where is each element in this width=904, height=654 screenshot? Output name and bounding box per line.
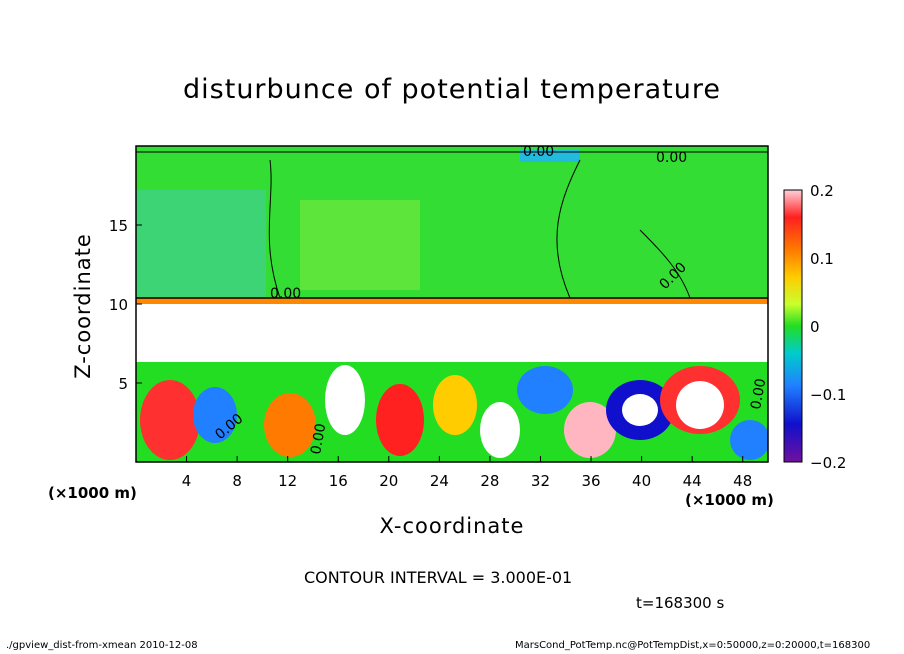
x-tick-label: 24 <box>430 472 449 490</box>
x-tick-label: 12 <box>278 472 297 490</box>
x-unit-left: (×1000 m) <box>48 484 137 502</box>
x-axis-label: X-coordinate <box>379 514 525 538</box>
chart-title: disturbunce of potential temperature <box>183 74 721 105</box>
x-tick-label: 28 <box>480 472 499 490</box>
contour-interval-note: CONTOUR INTERVAL = 3.000E-01 <box>304 568 573 587</box>
footer-left: ./gpview_dist-from-xmean 2010-12-08 <box>6 640 198 651</box>
contour-label: 0.00 <box>308 422 329 455</box>
contour-label: 0.00 <box>748 377 769 410</box>
colorbar-tick-label: 0.1 <box>810 250 834 268</box>
x-tick-label: 8 <box>232 472 242 490</box>
x-tick-label: 44 <box>683 472 702 490</box>
colorbar <box>783 189 803 463</box>
colorbar-tick-label: −0.2 <box>810 454 846 472</box>
x-tick-label: 20 <box>379 472 398 490</box>
x-unit-right: (×1000 m) <box>685 491 774 509</box>
x-tick-label: 36 <box>581 472 600 490</box>
x-tick-label: 32 <box>531 472 550 490</box>
contour-label: 0.00 <box>523 144 554 160</box>
x-tick-label: 4 <box>182 472 192 490</box>
colorbar-tick-label: 0.2 <box>810 182 834 200</box>
colorbar-tick-label: −0.1 <box>810 386 846 404</box>
footer-right: MarsCond_PotTemp.nc@PotTempDist,x=0:5000… <box>515 640 871 651</box>
contour-label: 0.00 <box>656 150 687 166</box>
contour-label: 0.00 <box>270 286 301 302</box>
x-tick-label: 48 <box>733 472 752 490</box>
time-note: t=168300 s <box>636 594 725 612</box>
colorbar-ticks: 0.2 0.1 0 −0.1 −0.2 <box>810 182 846 472</box>
y-tick-label: 15 <box>109 217 128 235</box>
y-axis-label: Z-coordinate <box>71 233 95 379</box>
x-tick-label: 40 <box>632 472 651 490</box>
y-tick-label: 5 <box>118 375 128 393</box>
x-tick-label: 16 <box>329 472 348 490</box>
y-tick-label: 10 <box>109 296 128 314</box>
heatmap-field <box>136 146 768 462</box>
colorbar-tick-label: 0 <box>810 318 820 336</box>
